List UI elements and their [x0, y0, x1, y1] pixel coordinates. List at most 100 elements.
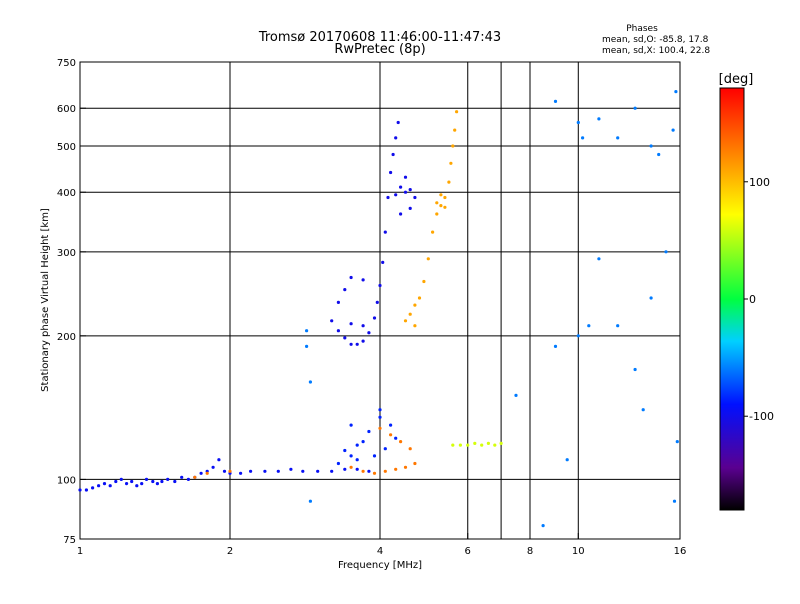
data-point — [493, 443, 497, 447]
data-point — [396, 120, 400, 125]
colorbar-title: [deg] — [719, 72, 754, 87]
data-point — [308, 499, 312, 503]
data-point — [426, 257, 430, 261]
data-point — [349, 454, 353, 458]
y-ticks: 75 100 200 300 400 500 600 750 — [57, 58, 86, 546]
data-point — [435, 212, 439, 216]
data-point — [372, 454, 377, 458]
data-point — [597, 257, 601, 261]
data-point — [355, 467, 359, 471]
data-point — [119, 477, 123, 481]
data-point — [84, 488, 88, 492]
data-point — [439, 193, 443, 197]
y-tick-label: 400 — [57, 188, 76, 199]
x-tick-label: 10 — [572, 546, 585, 557]
data-point — [641, 408, 645, 412]
data-point — [336, 329, 340, 333]
data-point — [408, 312, 412, 316]
data-point — [217, 458, 221, 462]
data-point — [499, 441, 503, 445]
legend-line-o: mean, sd,O: -85.8, 17.8 — [602, 35, 709, 45]
data-point — [453, 128, 457, 132]
data-point — [361, 278, 365, 282]
phase-colorbar: [deg] 100 0 -100 — [719, 72, 774, 511]
y-tick-label: 750 — [57, 58, 76, 69]
data-point — [308, 380, 312, 384]
data-point — [91, 486, 95, 490]
data-point — [349, 342, 353, 346]
data-point — [239, 471, 243, 475]
data-point — [130, 479, 134, 484]
x-ticks: 1 2 4 6 8 10 16 — [77, 533, 687, 557]
data-point — [361, 339, 365, 343]
data-point — [389, 423, 393, 427]
x-tick-label: 8 — [527, 546, 533, 557]
x-tick-label: 1 — [77, 546, 83, 557]
data-point — [375, 300, 379, 304]
data-point — [383, 447, 387, 451]
y-tick-label: 100 — [57, 475, 76, 486]
data-point — [330, 319, 334, 323]
data-point — [576, 334, 580, 338]
data-point — [480, 443, 484, 447]
data-point — [394, 193, 398, 197]
data-point — [305, 329, 309, 333]
data-point — [361, 440, 365, 444]
data-point — [674, 90, 678, 94]
y-tick-label: 300 — [57, 248, 76, 259]
data-point — [403, 319, 408, 323]
data-point — [155, 482, 159, 486]
data-point — [361, 324, 365, 328]
data-point — [633, 106, 637, 110]
y-tick-label: 600 — [57, 104, 76, 115]
data-point — [102, 482, 107, 486]
data-point — [413, 303, 417, 307]
data-point — [403, 190, 408, 194]
data-point — [541, 524, 545, 528]
data-point — [289, 467, 293, 471]
data-point — [417, 296, 422, 300]
data-point — [381, 260, 385, 264]
data-point — [439, 204, 443, 208]
data-point — [408, 188, 412, 192]
data-point — [361, 469, 365, 473]
data-point — [399, 212, 403, 216]
x-tick-label: 2 — [227, 546, 233, 557]
data-point — [408, 447, 412, 451]
data-point — [657, 152, 661, 157]
data-point — [349, 275, 353, 280]
data-point — [565, 458, 569, 462]
data-points — [78, 90, 679, 528]
data-point — [343, 467, 347, 471]
data-point — [108, 484, 112, 488]
data-point — [649, 144, 653, 148]
data-point — [514, 393, 518, 397]
phases-legend: Phases mean, sd,O: -85.8, 17.8 mean, sd,… — [602, 24, 710, 56]
data-point — [301, 469, 305, 473]
data-point — [180, 475, 184, 479]
data-point — [431, 230, 435, 234]
data-point — [372, 316, 377, 320]
data-point — [403, 175, 408, 179]
data-point — [451, 443, 455, 447]
x-tick-label: 16 — [674, 546, 687, 557]
data-point — [199, 471, 203, 475]
colorbar-gradient — [719, 87, 745, 511]
data-point — [367, 429, 371, 434]
chart-subtitle: RwPretec (8p) — [334, 42, 425, 57]
data-point — [675, 440, 679, 444]
data-point — [576, 120, 580, 125]
data-point — [140, 482, 144, 486]
data-point — [378, 426, 382, 430]
data-point — [413, 195, 417, 200]
data-point — [616, 324, 620, 328]
data-point — [336, 461, 340, 466]
data-point — [378, 283, 382, 288]
data-point — [125, 482, 129, 486]
data-point — [633, 367, 637, 372]
data-point — [173, 479, 177, 484]
data-point — [403, 465, 408, 469]
data-point — [166, 477, 170, 481]
data-point — [458, 443, 462, 447]
